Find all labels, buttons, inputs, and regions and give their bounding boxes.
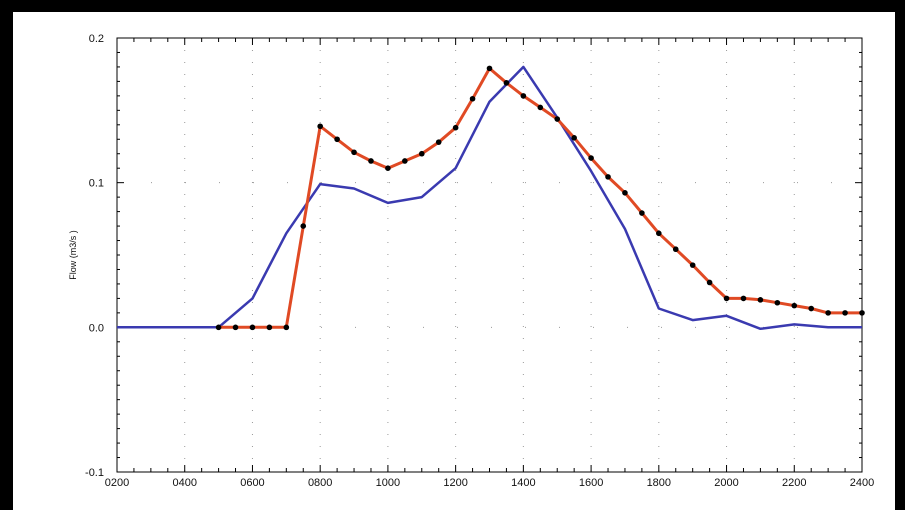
series-point-marker <box>639 210 645 216</box>
series-point-marker <box>791 302 798 309</box>
x-tick-label: 2200 <box>782 477 806 489</box>
series-point-marker <box>283 324 290 331</box>
series-point-marker <box>774 299 781 306</box>
series-point-marker <box>317 123 323 130</box>
x-tick-label: 1000 <box>376 477 400 489</box>
series-point-marker <box>622 189 628 196</box>
x-tick-label: 1800 <box>647 477 671 489</box>
series-point-marker <box>706 279 713 286</box>
series-point-marker <box>808 305 815 312</box>
series-point-marker <box>351 149 357 156</box>
x-tick-label: 1200 <box>443 477 467 489</box>
series-point-marker <box>723 295 730 302</box>
series-point-marker <box>554 116 561 122</box>
series-point-marker <box>537 104 544 111</box>
series-point-marker <box>486 65 493 72</box>
x-tick-label: 2000 <box>714 477 738 489</box>
series-point-marker <box>605 174 611 180</box>
series-point-marker <box>656 230 662 237</box>
series-point-marker <box>859 310 865 316</box>
x-tick-label: 0800 <box>308 477 332 489</box>
series-point-marker <box>757 297 764 303</box>
y-tick-label: 0.2 <box>89 33 104 45</box>
x-tick-label: 0400 <box>172 477 196 489</box>
series-point-marker <box>249 324 256 331</box>
series-point-marker <box>334 136 340 143</box>
y-tick-label: 0.1 <box>89 178 104 190</box>
series-point-marker <box>452 124 459 131</box>
series-point-marker <box>571 135 577 141</box>
series-point-marker <box>520 93 527 99</box>
series-point-marker <box>825 310 831 316</box>
x-tick-label: 0200 <box>105 477 129 489</box>
series-point-marker <box>300 223 307 229</box>
series-point-marker <box>469 95 476 102</box>
series-point-marker <box>503 80 510 86</box>
x-tick-label: 1400 <box>511 477 535 489</box>
series-point-marker <box>672 246 679 253</box>
series-point-marker <box>689 262 696 268</box>
series-line-blue <box>117 65 862 331</box>
series-point-marker <box>266 324 273 331</box>
series-point-marker <box>232 324 239 331</box>
y-tick-label: 0.0 <box>89 322 104 334</box>
x-tick-label: 1600 <box>579 477 603 489</box>
series-point-marker <box>435 139 442 145</box>
x-tick-label: 0600 <box>240 477 264 489</box>
series-point-marker <box>842 310 848 316</box>
series-point-marker <box>368 158 374 164</box>
y-axis-title: Flow (m3/s ) <box>68 230 78 280</box>
series-point-marker <box>740 295 747 302</box>
series-point-marker <box>402 158 408 164</box>
series-point-marker <box>588 155 594 161</box>
x-tick-label: 2400 <box>850 477 874 489</box>
series-point-marker <box>385 165 391 171</box>
series-point-marker <box>418 150 425 157</box>
y-tick-label: -0.1 <box>85 467 104 479</box>
series-point-marker <box>215 324 222 331</box>
